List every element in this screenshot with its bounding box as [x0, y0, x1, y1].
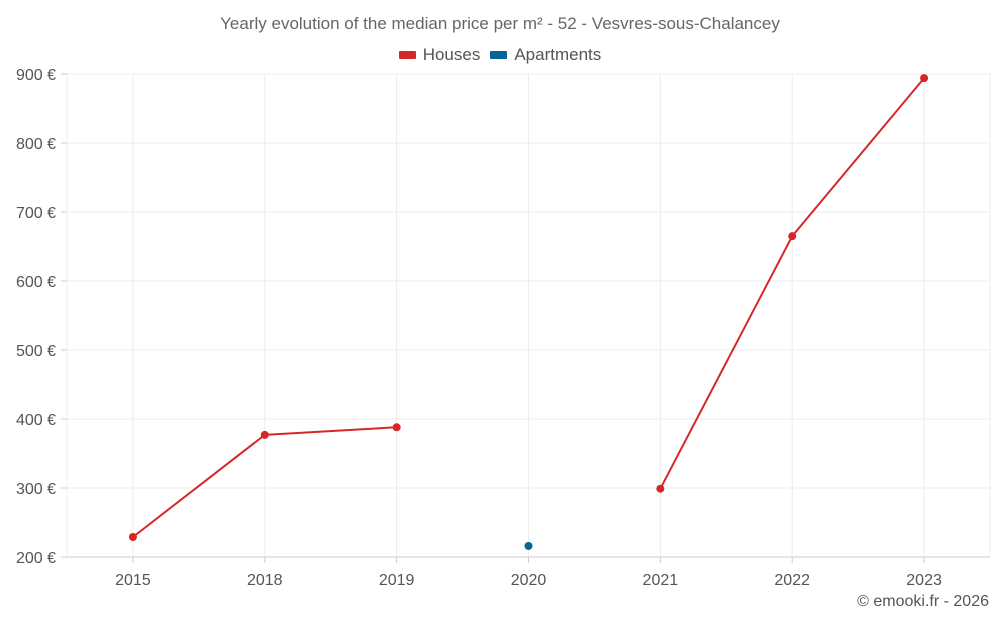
x-tick-label: 2023	[906, 572, 942, 589]
y-tick-label: 700 €	[16, 205, 56, 222]
legend-label-houses: Houses	[422, 45, 481, 64]
series-line-houses	[132, 434, 266, 538]
data-point-houses[interactable]: 2018: 377 €	[260, 430, 269, 439]
legend-label-apartments: Apartments	[514, 45, 602, 64]
x-tick-label: 2015	[115, 572, 151, 589]
data-point-houses[interactable]: 2015: 229 €	[128, 532, 137, 541]
series-line-houses	[659, 235, 794, 490]
data-point-apartments[interactable]: 2020: 216 €	[524, 541, 533, 550]
x-tick-label: 2021	[643, 572, 679, 589]
y-tick-label: 800 €	[16, 136, 56, 153]
data-point-houses[interactable]: 2023: 894 €	[920, 74, 929, 83]
y-tick-label: 500 €	[16, 343, 56, 360]
legend-swatch-apartments	[490, 51, 508, 59]
chart-title: Yearly evolution of the median price per…	[220, 14, 780, 33]
y-tick-label: 200 €	[16, 550, 56, 567]
credit-text: © emooki.fr - 2026	[857, 593, 989, 610]
data-point-houses[interactable]: 2019: 388 €	[392, 423, 401, 432]
y-tick-label: 300 €	[16, 481, 56, 498]
series-line-houses	[791, 77, 925, 237]
legend: Houses Apartments	[0, 45, 1000, 65]
data-point-houses[interactable]: 2021: 299 €	[656, 484, 665, 493]
x-tick-label: 2022	[774, 572, 810, 589]
y-tick-label: 400 €	[16, 412, 56, 429]
x-tick-label: 2020	[511, 572, 547, 589]
series-line-houses	[264, 426, 397, 436]
data-point-houses[interactable]: 2022: 665 €	[788, 232, 797, 241]
y-tick-label: 600 €	[16, 274, 56, 291]
legend-item-houses[interactable]: Houses	[398, 45, 481, 65]
legend-swatch-houses	[398, 51, 416, 59]
x-tick-label: 2018	[247, 572, 283, 589]
y-tick-label: 900 €	[16, 67, 56, 84]
legend-item-apartments[interactable]: Apartments	[490, 45, 601, 65]
x-tick-label: 2019	[379, 572, 415, 589]
